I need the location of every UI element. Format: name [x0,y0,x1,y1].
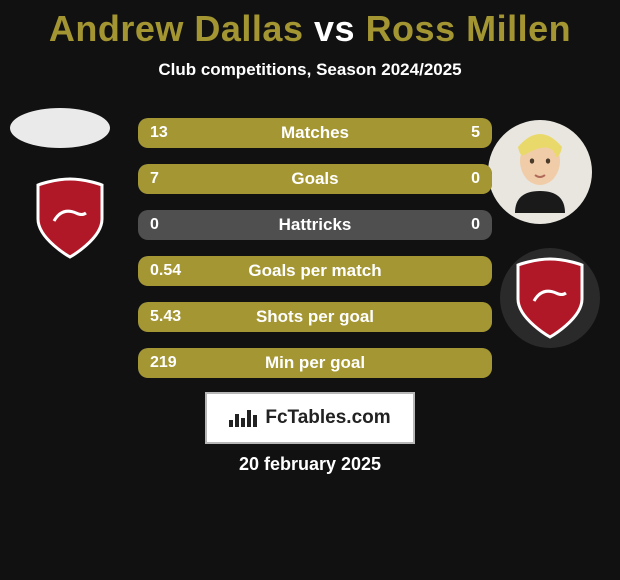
player1-club-badge: MORECAMBE FC [20,168,120,268]
player1-photo [10,108,110,148]
shield-icon: MORECAMBE FC [514,257,586,339]
title-vs: vs [314,8,355,49]
title-player2: Ross Millen [366,8,572,49]
stat-label: Goals per match [138,256,492,286]
stat-row: 13Matches5 [138,118,492,148]
stat-row: 0Hattricks0 [138,210,492,240]
svg-text:MORECAMBE FC: MORECAMBE FC [41,190,99,197]
stat-value-right: 5 [471,118,480,148]
bars-icon [229,410,257,427]
page-title: Andrew Dallas vs Ross Millen [0,0,620,50]
shield-icon: MORECAMBE FC [34,177,106,259]
stat-row: 7Goals0 [138,164,492,194]
footer-date: 20 february 2025 [0,454,620,475]
stat-value-right: 0 [471,164,480,194]
stat-label: Hattricks [138,210,492,240]
branding-text: FcTables.com [265,407,390,429]
player2-photo [488,120,592,224]
stat-row: 219Min per goal [138,348,492,378]
stat-rows: 13Matches57Goals00Hattricks00.54Goals pe… [138,118,492,394]
stat-label: Matches [138,118,492,148]
stat-label: Goals [138,164,492,194]
stat-label: Shots per goal [138,302,492,332]
svg-text:MORECAMBE FC: MORECAMBE FC [521,270,579,277]
stat-value-right: 0 [471,210,480,240]
person-icon [505,127,575,213]
stat-row: 5.43Shots per goal [138,302,492,332]
player2-club-badge: MORECAMBE FC [500,248,600,348]
stat-row: 0.54Goals per match [138,256,492,286]
branding-badge: FcTables.com [205,392,415,444]
stat-label: Min per goal [138,348,492,378]
subtitle: Club competitions, Season 2024/2025 [0,60,620,80]
title-player1: Andrew Dallas [49,8,304,49]
